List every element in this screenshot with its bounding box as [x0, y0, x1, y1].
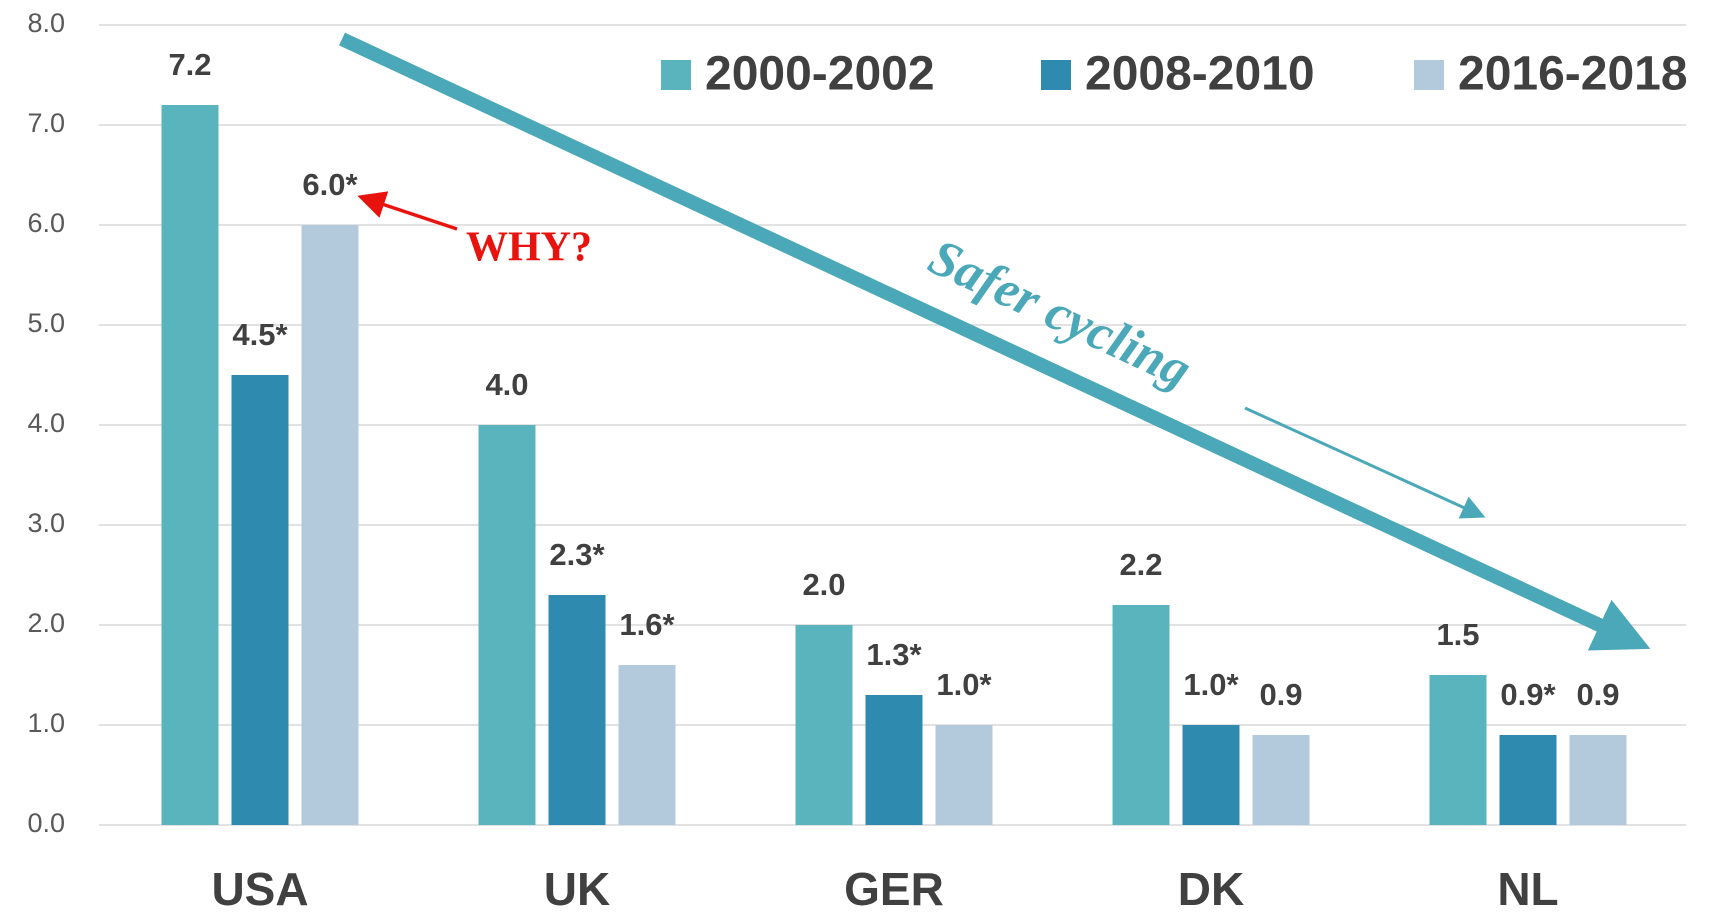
y-tick-label: 6.0 — [27, 208, 65, 238]
bar — [548, 595, 606, 825]
bar — [1499, 735, 1557, 825]
bar — [618, 665, 676, 825]
bar — [231, 375, 289, 825]
y-tick-label: 0.0 — [27, 808, 65, 838]
data-label: 1.5 — [1436, 617, 1479, 652]
data-label: 2.3* — [549, 537, 605, 572]
data-label: 0.9 — [1259, 677, 1302, 712]
why-arrow — [357, 191, 458, 231]
data-label: 1.6* — [619, 607, 675, 642]
data-label: 6.0* — [302, 167, 358, 202]
bar — [161, 105, 219, 825]
data-label: 2.2 — [1119, 547, 1162, 582]
x-tick-label: NL — [1497, 863, 1558, 915]
trend-arrow — [339, 32, 1651, 651]
data-label: 2.0 — [802, 567, 845, 602]
data-label: 7.2 — [168, 47, 211, 82]
bar — [478, 425, 536, 825]
data-label: 0.9 — [1576, 677, 1619, 712]
trend-arrow-thin — [1244, 406, 1486, 519]
x-tick-label: UK — [544, 863, 610, 915]
data-label: 4.5* — [232, 317, 288, 352]
y-tick-label: 5.0 — [27, 308, 65, 338]
x-tick-label: DK — [1178, 863, 1244, 915]
legend-swatch — [661, 60, 691, 90]
y-tick-label: 7.0 — [27, 108, 65, 138]
data-label: 1.3* — [866, 637, 922, 672]
legend-label: 2008-2010 — [1085, 48, 1315, 101]
legend-swatch — [1041, 60, 1071, 90]
annotation-why: WHY? — [466, 225, 592, 271]
data-label: 0.9* — [1500, 677, 1556, 712]
bar — [1429, 675, 1487, 825]
y-tick-label: 1.0 — [27, 708, 65, 738]
bar — [301, 225, 359, 825]
y-tick-label: 2.0 — [27, 608, 65, 638]
data-label: 1.0* — [1183, 667, 1239, 702]
bar — [795, 625, 853, 825]
x-tick-label: GER — [844, 863, 944, 915]
x-tick-label: USA — [211, 863, 308, 915]
bar — [1569, 735, 1627, 825]
bar — [935, 725, 993, 825]
y-tick-label: 8.0 — [27, 8, 65, 38]
data-label: 4.0 — [485, 367, 528, 402]
y-tick-label: 3.0 — [27, 508, 65, 538]
legend-label: 2000-2002 — [705, 48, 935, 101]
bar — [1182, 725, 1240, 825]
bar — [1252, 735, 1310, 825]
legend-swatch — [1414, 60, 1444, 90]
legend-label: 2016-2018 — [1458, 48, 1688, 101]
data-label: 1.0* — [936, 667, 992, 702]
y-tick-label: 4.0 — [27, 408, 65, 438]
plot-area: 0.0 1.0 2.0 3.0 4.0 5.0 6.0 7.0 8.0 USA 7.2 4.5* 6.0… — [27, 8, 1686, 915]
bar — [865, 695, 923, 825]
bar — [1112, 605, 1170, 825]
